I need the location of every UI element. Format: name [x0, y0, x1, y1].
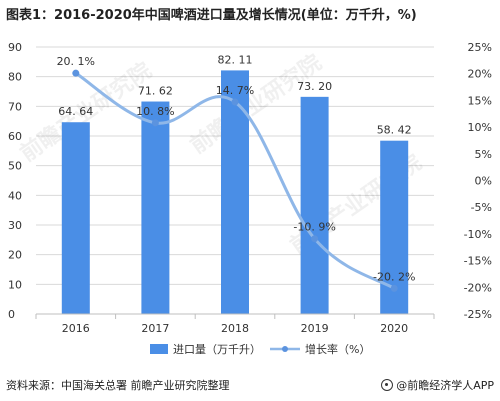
x-tick-label: 2016 — [62, 322, 90, 335]
bar — [221, 70, 249, 314]
y-right-tick-label: 20% — [468, 68, 492, 81]
growth-point — [72, 69, 80, 77]
y-right-tick-label: 10% — [468, 121, 492, 134]
bar — [300, 96, 329, 314]
legend-line-marker — [282, 346, 288, 352]
y-left-tick-label: 80 — [8, 71, 22, 84]
line-series — [72, 69, 398, 292]
y-right-tick-label: 0% — [475, 175, 492, 188]
y-right-tick-label: 25% — [468, 41, 492, 54]
bar-data-label: 58. 42 — [377, 124, 412, 137]
y-left-tick-label: 0 — [8, 308, 15, 321]
bar-data-label: 82. 11 — [218, 53, 253, 66]
y-left-tick-label: 10 — [8, 278, 22, 291]
brand-text: @前瞻经济学人APP — [396, 379, 494, 392]
line-data-label: 20. 1% — [57, 55, 95, 68]
x-tick-label: 2020 — [380, 322, 408, 335]
y-left-tick-label: 50 — [8, 160, 22, 173]
y-left-tick-label: 40 — [8, 189, 22, 202]
legend-line-label: 增长率（%） — [305, 342, 370, 356]
growth-point — [231, 98, 239, 106]
axes: 2016 2017 2018 2019 2020 0 10 20 30 40 50 60 70 80 90 -… — [8, 41, 492, 335]
y-right-tick-label: 5% — [475, 148, 492, 161]
y-right-tick-label: -5% — [471, 201, 492, 214]
growth-point — [311, 235, 319, 243]
bar-data-label: 71. 62 — [138, 85, 173, 98]
bar-data-label: 73. 20 — [297, 80, 332, 93]
legend: 进口量（万千升） 增长率（%） — [150, 342, 370, 356]
x-tick-label: 2017 — [141, 322, 169, 335]
y-left-tick-label: 90 — [8, 41, 22, 54]
y-right-tick-label: -10% — [464, 228, 492, 241]
y-right-tick-label: -25% — [464, 308, 492, 321]
line-data-label: -10. 9% — [293, 221, 335, 234]
y-right-tick-label: -20% — [464, 281, 492, 294]
line-data-label: 10. 8% — [136, 105, 174, 118]
legend-bar-label: 进口量（万千升） — [173, 343, 261, 356]
line-data-label: -20. 2% — [373, 270, 415, 283]
y-left-tick-label: 30 — [8, 219, 22, 232]
legend-bar-swatch — [150, 344, 168, 354]
line-data-label: 14. 7% — [216, 84, 254, 97]
y-left-tick-label: 60 — [8, 130, 22, 143]
x-tick-label: 2019 — [301, 322, 329, 335]
bar-data-label: 64. 64 — [58, 105, 93, 118]
y-right-tick-label: 15% — [468, 94, 492, 107]
y-left-tick-label: 70 — [8, 100, 22, 113]
x-tick-label: 2018 — [221, 322, 249, 335]
growth-point — [390, 284, 398, 292]
growth-point — [151, 119, 159, 127]
bar — [141, 101, 170, 314]
chart-title: 图表1：2016-2020年中国啤酒进口量及增长情况(单位：万千升，%) — [6, 8, 417, 23]
y-left-tick-label: 20 — [8, 249, 22, 262]
brand-credit: @前瞻经济学人APP — [381, 377, 494, 393]
data-labels: 64. 64 71. 62 82. 11 73. 20 58. 42 20. 1% 10. … — [57, 53, 416, 283]
y-right-tick-label: -15% — [464, 255, 492, 268]
source-note: 资料来源：中国海关总署 前瞻产业研究院整理 — [6, 379, 230, 392]
brand-logo-icon — [381, 379, 394, 391]
bar — [61, 122, 90, 314]
